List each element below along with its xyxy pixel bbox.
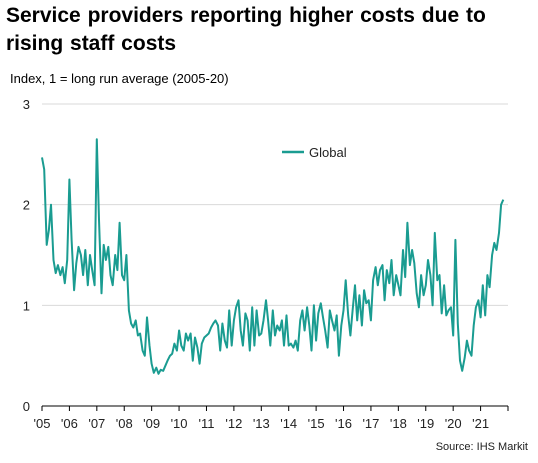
x-tick-label: '20 [445,416,462,431]
y-tick-label: 3 [23,97,30,112]
legend-label: Global [309,145,347,160]
x-tick-label: '07 [88,416,105,431]
x-tick-label: '05 [34,416,51,431]
x-tick-label: '13 [253,416,270,431]
x-tick-label: '16 [335,416,352,431]
x-tick-label: '18 [390,416,407,431]
y-tick-label: 2 [23,198,30,213]
x-tick-label: '12 [225,416,242,431]
y-tick-label: 0 [23,399,30,414]
x-tick-label: '14 [280,416,297,431]
y-tick-label: 1 [23,298,30,313]
series-line-global [41,138,505,375]
x-tick-label: '08 [116,416,133,431]
x-tick-label: '15 [308,416,325,431]
source-note: Source: IHS Markit [435,441,528,453]
x-tick-label: '19 [417,416,434,431]
x-tick-label: '06 [61,416,78,431]
x-tick-label: '21 [472,416,489,431]
x-tick-label: '10 [171,416,188,431]
x-tick-label: '09 [143,416,160,431]
y-axis-label: Index, 1 = long run average (2005-20) [10,71,229,86]
x-tick-label: '17 [362,416,379,431]
x-tick-label: '11 [198,416,214,431]
chart-title: Service providers reporting higher costs… [6,4,486,55]
